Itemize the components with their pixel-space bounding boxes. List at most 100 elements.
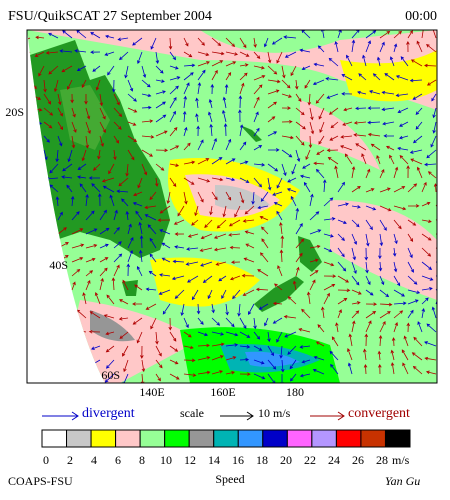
wind-arrow [207, 111, 213, 123]
wind-arrow [395, 93, 409, 98]
wind-arrow [207, 289, 213, 300]
wind-arrow [59, 345, 73, 350]
wind-arrow [330, 363, 339, 375]
wind-arrow [267, 331, 271, 343]
wind-arrow [281, 106, 291, 110]
wind-arrow [267, 148, 280, 152]
wind-arrow [225, 317, 235, 328]
wind-arrow [99, 121, 106, 134]
legend-arrow-head [246, 411, 254, 421]
wind-arrow [61, 65, 73, 73]
footer-right: Yan Gu [385, 474, 420, 488]
wind-arrow [127, 135, 138, 142]
wind-arrow [90, 50, 101, 54]
wind-arrow [127, 149, 135, 161]
wind-arrow [85, 121, 91, 135]
wind-arrow [225, 356, 237, 361]
wind-arrow [141, 149, 153, 157]
wind-arrow [144, 214, 157, 221]
wind-arrow [337, 309, 342, 319]
land [298, 236, 322, 272]
wind-arrow [337, 202, 349, 207]
wind-arrow [386, 145, 395, 151]
wind-arrow [272, 191, 283, 196]
wind-arrow [172, 259, 185, 264]
wind-arrow [351, 289, 362, 295]
wind-arrow [393, 30, 402, 39]
legend-scale: scale [180, 406, 204, 420]
wind-arrow [136, 331, 143, 344]
wind-arrow [379, 219, 387, 231]
wind-arrow [229, 275, 241, 281]
wind-arrow [412, 365, 423, 375]
wind-arrow [281, 65, 286, 79]
wind-arrow [38, 65, 45, 77]
colorbar-tick-label: 6 [115, 453, 121, 467]
wind-arrow [351, 185, 361, 193]
wind-arrow [223, 123, 228, 137]
wind-arrow [309, 258, 319, 263]
wind-arrow [365, 205, 377, 211]
wind-arrow [97, 193, 102, 207]
wind-arrow [211, 355, 224, 361]
wind-arrow [149, 191, 157, 201]
legend-convergent: convergent [348, 406, 410, 421]
wind-arrow [139, 235, 144, 249]
wind-arrow [340, 135, 353, 139]
wind-arrow [99, 135, 104, 147]
wind-arrow [141, 79, 151, 88]
wind-arrow [169, 65, 179, 70]
colorbar-tick-label: 10 [160, 453, 172, 467]
wind-arrow [267, 89, 280, 95]
wind-arrow [169, 373, 180, 380]
wind-arrow [381, 90, 395, 95]
wind-arrow [71, 228, 84, 235]
wind-arrow [378, 363, 382, 375]
wind-arrow [197, 177, 211, 183]
wind-arrow [409, 78, 423, 83]
wind-arrow [272, 301, 283, 306]
wind-arrow [119, 331, 129, 339]
wind-arrow [407, 247, 413, 259]
wind-arrow [351, 261, 357, 275]
wind-arrow [412, 93, 423, 100]
wind-arrow [425, 370, 437, 375]
wind-arrow [413, 336, 423, 347]
wind-arrow [245, 243, 255, 249]
wind-arrow [365, 40, 372, 53]
wind-arrow [215, 261, 227, 266]
wind-arrow [171, 275, 185, 281]
wind-arrow [169, 96, 177, 109]
wind-arrow [237, 303, 241, 317]
wind-arrow [77, 373, 87, 378]
wind-arrow [116, 189, 129, 194]
wind-arrow [141, 359, 146, 373]
wind-arrow [103, 314, 115, 319]
map-area [27, 30, 437, 383]
wind-arrow [421, 308, 426, 319]
wind-arrow [377, 350, 382, 361]
lat-label: 20S [5, 105, 24, 119]
wind-arrow [85, 279, 91, 291]
wind-arrow [292, 280, 297, 291]
wind-arrow [211, 37, 222, 47]
wind-arrow [242, 219, 255, 223]
wind-arrow [43, 93, 52, 105]
color-swatch [41, 429, 68, 448]
wind-arrow [186, 247, 199, 251]
wind-arrow [260, 252, 269, 263]
wind-arrow [210, 83, 215, 95]
title: FSU/QuikSCAT 27 September 2004 [8, 9, 212, 24]
wind-arrow [365, 302, 378, 306]
wind-arrow [382, 121, 395, 126]
wind-arrow [276, 331, 283, 343]
wind-arrow [71, 121, 77, 133]
wind-arrow [379, 30, 391, 39]
wind-arrow [225, 191, 232, 201]
wind-arrow [81, 149, 87, 162]
wind-arrow [260, 191, 269, 202]
wind-arrow [211, 69, 218, 81]
lat-label: 40S [49, 258, 68, 272]
wind-arrow [363, 364, 368, 375]
wind-arrow [244, 205, 255, 215]
